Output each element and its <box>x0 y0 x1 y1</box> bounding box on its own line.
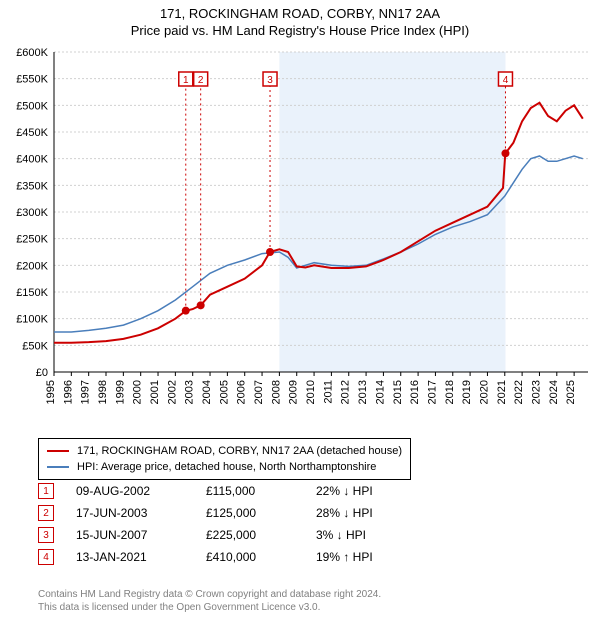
svg-text:2: 2 <box>198 75 204 86</box>
svg-text:£0: £0 <box>36 367 48 379</box>
svg-text:£450K: £450K <box>16 127 48 139</box>
svg-text:£400K: £400K <box>16 154 48 166</box>
svg-text:2019: 2019 <box>461 380 473 404</box>
svg-text:£50K: £50K <box>22 340 48 352</box>
transaction-date: 13-JAN-2021 <box>76 550 206 564</box>
svg-text:2021: 2021 <box>496 380 508 404</box>
transaction-row: 4 13-JAN-2021£410,00019% ↑ HPI <box>38 546 426 568</box>
transaction-row: 3 15-JUN-2007£225,0003% ↓ HPI <box>38 524 426 546</box>
svg-text:2018: 2018 <box>444 380 456 404</box>
legend-label-hpi: HPI: Average price, detached house, Nort… <box>77 459 376 475</box>
svg-text:£550K: £550K <box>16 74 48 86</box>
svg-text:2005: 2005 <box>218 380 230 404</box>
svg-text:2022: 2022 <box>513 380 525 404</box>
svg-text:2016: 2016 <box>409 380 421 404</box>
svg-text:2006: 2006 <box>236 380 248 404</box>
svg-text:£200K: £200K <box>16 260 48 272</box>
transaction-table: 1 09-AUG-2002£115,00022% ↓ HPI 2 17-JUN-200… <box>38 480 426 568</box>
price-chart: £0 £50K £100K £150K £200K £250K £300K £350K £400… <box>8 42 592 432</box>
transaction-price: £125,000 <box>206 506 316 520</box>
transaction-delta: 22% ↓ HPI <box>316 484 426 498</box>
transaction-price: £225,000 <box>206 528 316 542</box>
transaction-row: 1 09-AUG-2002£115,00022% ↓ HPI <box>38 480 426 502</box>
svg-text:£600K: £600K <box>16 47 48 59</box>
svg-text:2000: 2000 <box>132 380 144 404</box>
svg-text:2008: 2008 <box>270 380 282 404</box>
svg-text:£350K: £350K <box>16 180 48 192</box>
legend-item-property: 171, ROCKINGHAM ROAD, CORBY, NN17 2AA (d… <box>47 443 402 459</box>
transaction-date: 15-JUN-2007 <box>76 528 206 542</box>
svg-text:2002: 2002 <box>166 380 178 404</box>
svg-text:£100K: £100K <box>16 314 48 326</box>
svg-text:2025: 2025 <box>565 380 577 404</box>
footer-attribution: Contains HM Land Registry data © Crown c… <box>38 588 381 614</box>
svg-text:2011: 2011 <box>322 380 334 404</box>
svg-text:3: 3 <box>267 75 273 86</box>
transaction-marker: 4 <box>38 549 54 565</box>
footer-line1: Contains HM Land Registry data © Crown c… <box>38 588 381 601</box>
transaction-date: 17-JUN-2003 <box>76 506 206 520</box>
legend-swatch-hpi <box>47 466 69 468</box>
transaction-price: £115,000 <box>206 484 316 498</box>
svg-text:1996: 1996 <box>62 380 74 404</box>
svg-text:2015: 2015 <box>392 380 404 404</box>
svg-text:1: 1 <box>183 75 189 86</box>
svg-text:2017: 2017 <box>426 380 438 404</box>
legend-item-hpi: HPI: Average price, detached house, Nort… <box>47 459 402 475</box>
svg-text:2010: 2010 <box>305 380 317 404</box>
svg-text:2012: 2012 <box>340 380 352 404</box>
transaction-delta: 3% ↓ HPI <box>316 528 426 542</box>
svg-text:1997: 1997 <box>80 380 92 404</box>
svg-text:2020: 2020 <box>478 380 490 404</box>
transaction-row: 2 17-JUN-2003£125,00028% ↓ HPI <box>38 502 426 524</box>
svg-text:2004: 2004 <box>201 380 213 404</box>
transaction-marker: 1 <box>38 483 54 499</box>
svg-text:£500K: £500K <box>16 100 48 112</box>
svg-text:2023: 2023 <box>530 380 542 404</box>
transaction-delta: 19% ↑ HPI <box>316 550 426 564</box>
footer-line2: This data is licensed under the Open Gov… <box>38 601 381 614</box>
chart-title-line1: 171, ROCKINGHAM ROAD, CORBY, NN17 2AA <box>0 0 600 21</box>
transaction-price: £410,000 <box>206 550 316 564</box>
svg-text:2024: 2024 <box>548 380 560 404</box>
svg-text:2009: 2009 <box>288 380 300 404</box>
chart-title-line2: Price paid vs. HM Land Registry's House … <box>0 21 600 38</box>
legend-label-property: 171, ROCKINGHAM ROAD, CORBY, NN17 2AA (d… <box>77 443 402 459</box>
svg-text:1998: 1998 <box>97 380 109 404</box>
svg-text:£250K: £250K <box>16 234 48 246</box>
svg-text:2013: 2013 <box>357 380 369 404</box>
transaction-delta: 28% ↓ HPI <box>316 506 426 520</box>
chart-legend: 171, ROCKINGHAM ROAD, CORBY, NN17 2AA (d… <box>38 438 411 480</box>
transaction-marker: 2 <box>38 505 54 521</box>
svg-text:2003: 2003 <box>184 380 196 404</box>
svg-text:2007: 2007 <box>253 380 265 404</box>
svg-text:£300K: £300K <box>16 207 48 219</box>
legend-swatch-property <box>47 450 69 453</box>
transaction-marker: 3 <box>38 527 54 543</box>
transaction-date: 09-AUG-2002 <box>76 484 206 498</box>
svg-text:2014: 2014 <box>374 380 386 404</box>
svg-text:2001: 2001 <box>149 380 161 404</box>
svg-text:£150K: £150K <box>16 287 48 299</box>
svg-text:4: 4 <box>503 75 509 86</box>
svg-text:1999: 1999 <box>114 380 126 404</box>
svg-text:1995: 1995 <box>45 380 57 404</box>
